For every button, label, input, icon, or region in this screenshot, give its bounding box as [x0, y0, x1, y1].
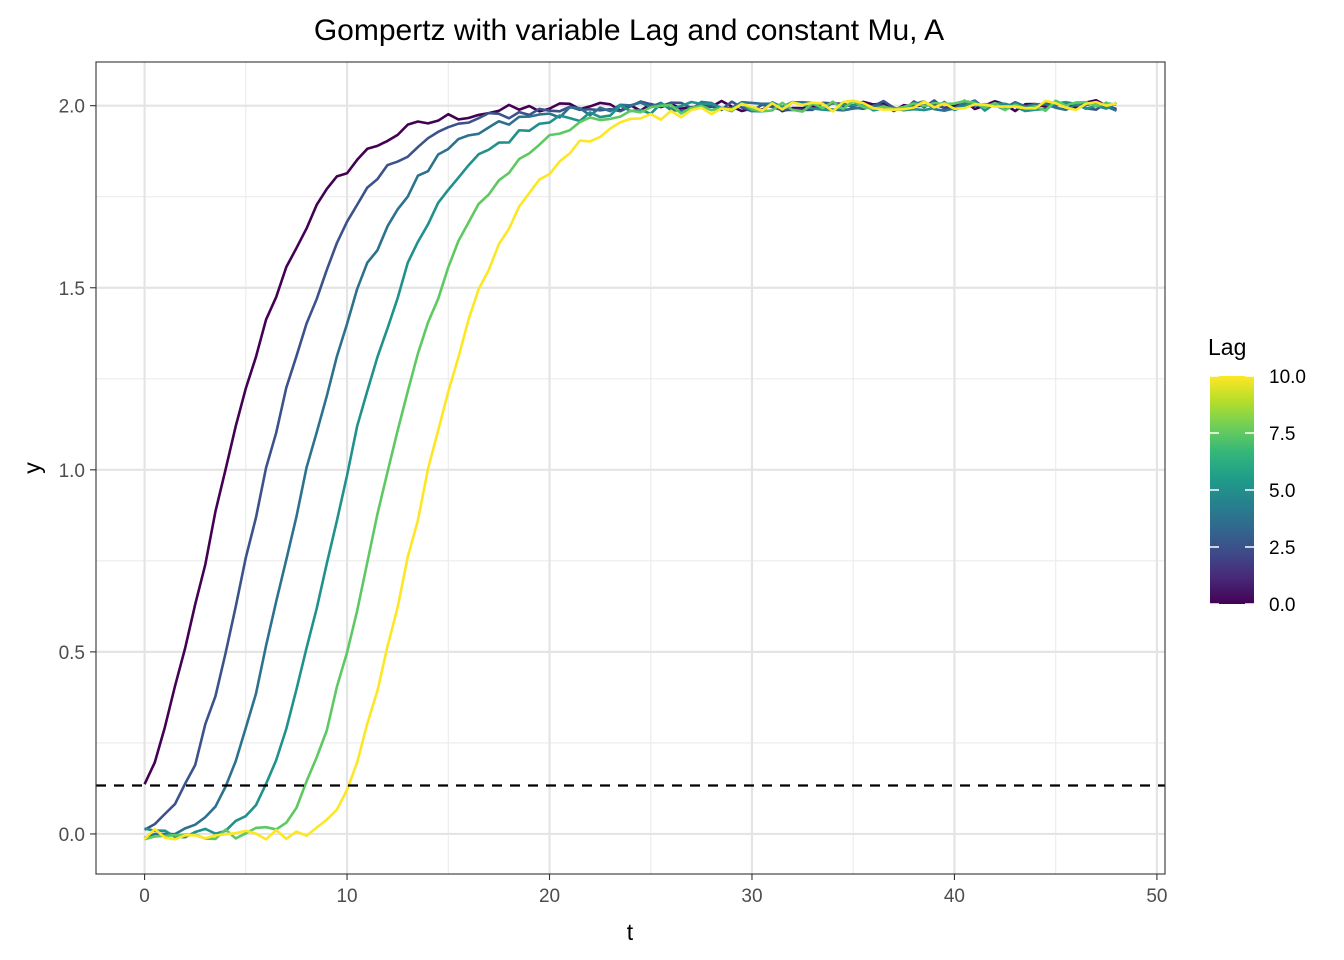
y-tick-label: 2.0: [59, 97, 85, 118]
legend-tick-label: 10.0: [1269, 367, 1306, 388]
grid-major: [96, 62, 1165, 874]
x-tick-label: 0: [139, 886, 150, 907]
legend-colorbar: Lag 0.0 2.5 5.0 7.5 10.0: [1208, 334, 1306, 616]
legend-tick-label: 0.0: [1269, 595, 1295, 616]
panel-border: [95, 61, 1166, 875]
series-lines: [143, 98, 1118, 841]
legend-tick-label: 2.5: [1269, 538, 1295, 559]
x-axis-ticks: 0 10 20 30 40 50: [139, 874, 1167, 907]
y-axis-title: y: [19, 462, 45, 474]
y-tick-label: 1.0: [59, 461, 85, 482]
grid-minor: [96, 62, 1165, 874]
y-tick-label: 0.0: [59, 825, 85, 846]
x-tick-label: 40: [944, 886, 965, 907]
y-axis-ticks: 0.0 0.5 1.0 1.5 2.0: [59, 97, 96, 846]
x-tick-label: 10: [336, 886, 357, 907]
x-axis-title: t: [627, 919, 634, 945]
panel-background: [96, 62, 1165, 874]
plot-panel: [95, 61, 1166, 875]
legend-tick-label: 7.5: [1269, 424, 1295, 445]
x-tick-label: 50: [1146, 886, 1167, 907]
y-tick-label: 1.5: [59, 279, 85, 300]
x-tick-label: 30: [741, 886, 762, 907]
chart-title: Gompertz with variable Lag and constant …: [314, 14, 944, 47]
y-tick-label: 0.5: [59, 643, 85, 664]
legend-ticks: 0.0 2.5 5.0 7.5 10.0: [1210, 367, 1306, 616]
legend-tick-label: 5.0: [1269, 481, 1295, 502]
x-tick-label: 20: [539, 886, 560, 907]
series-line-lag-10: [143, 99, 1117, 841]
series-line-lag-8: [144, 99, 1117, 841]
legend-title: Lag: [1208, 334, 1246, 360]
